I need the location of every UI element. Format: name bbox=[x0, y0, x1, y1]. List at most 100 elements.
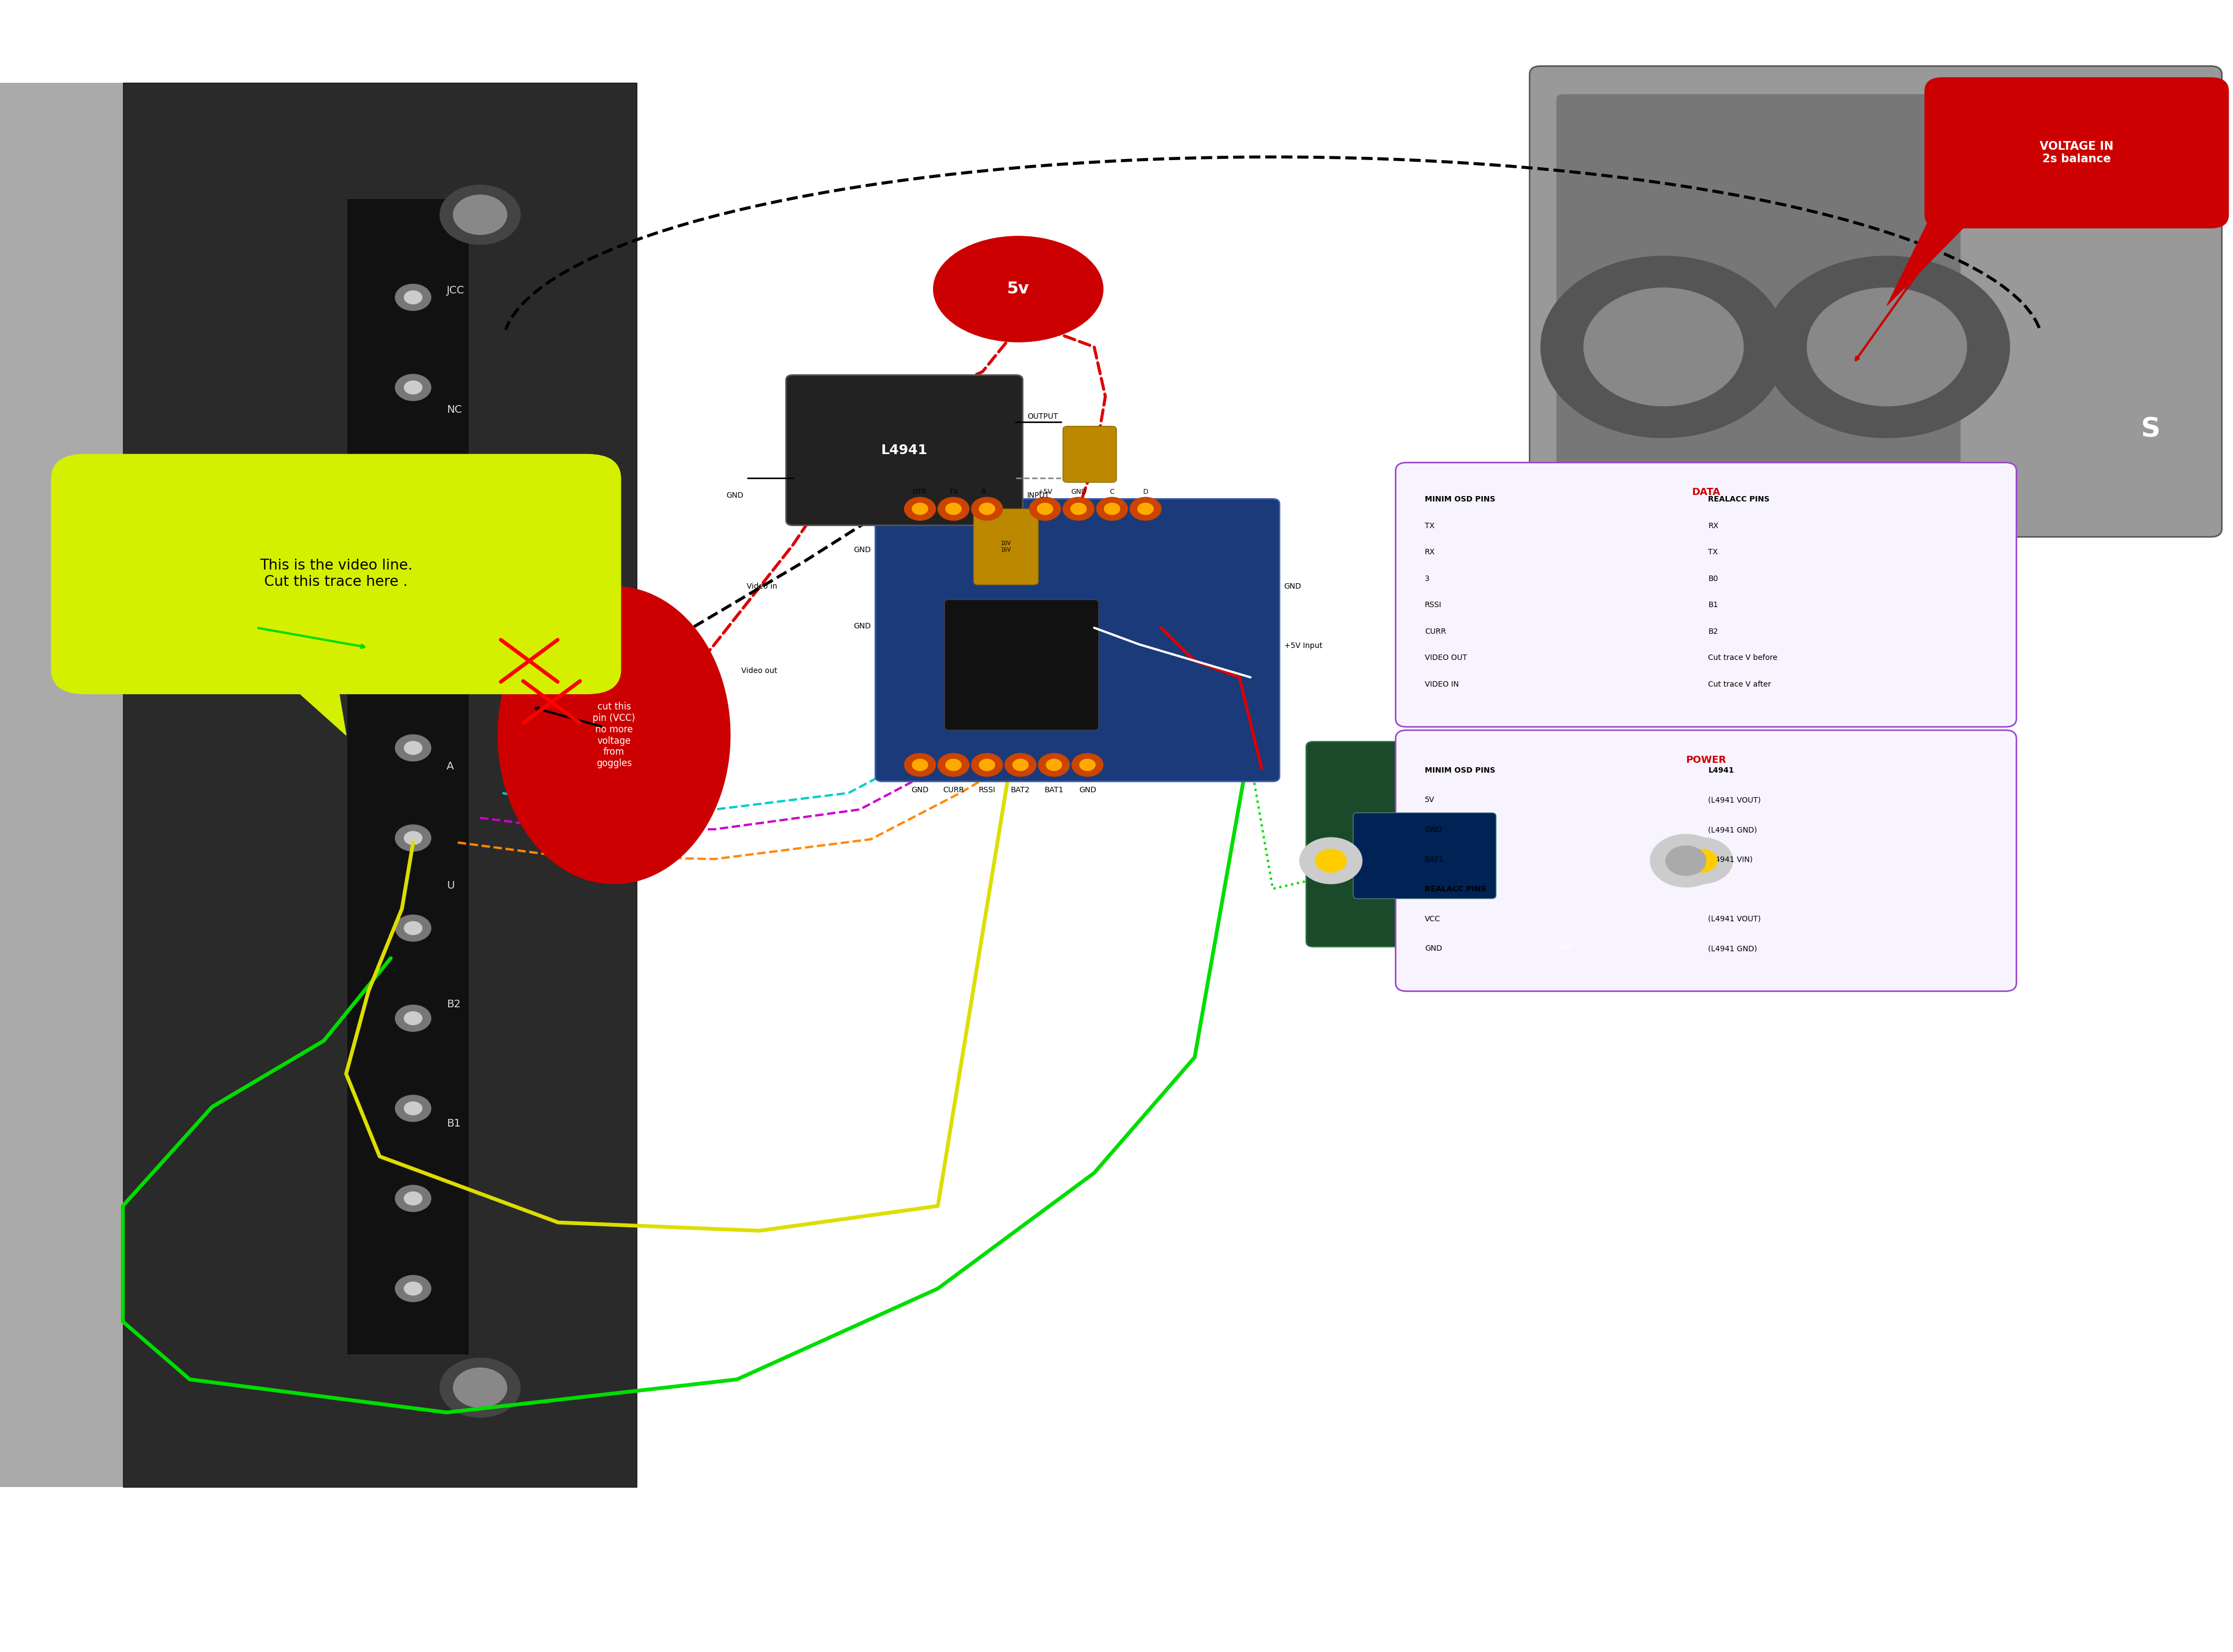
Circle shape bbox=[1670, 838, 1733, 884]
Text: D: D bbox=[1143, 489, 1148, 496]
Text: BAT1: BAT1 bbox=[1045, 786, 1063, 795]
Text: 3: 3 bbox=[1425, 575, 1429, 583]
Text: B2: B2 bbox=[447, 999, 460, 1009]
Circle shape bbox=[938, 753, 969, 776]
Circle shape bbox=[453, 195, 507, 235]
Circle shape bbox=[1315, 849, 1346, 872]
Circle shape bbox=[1300, 838, 1362, 884]
FancyBboxPatch shape bbox=[1530, 66, 2222, 537]
Polygon shape bbox=[272, 669, 346, 735]
Circle shape bbox=[404, 562, 422, 575]
Text: (L4941 VOUT): (L4941 VOUT) bbox=[1708, 796, 1762, 805]
Circle shape bbox=[395, 1184, 431, 1211]
Text: GND: GND bbox=[1079, 786, 1096, 795]
Text: +5V Input: +5V Input bbox=[1284, 643, 1322, 649]
Text: B0: B0 bbox=[1708, 575, 1717, 583]
Text: VCC: VCC bbox=[1425, 915, 1440, 923]
Circle shape bbox=[404, 471, 422, 484]
Text: NC: NC bbox=[447, 405, 462, 415]
Circle shape bbox=[904, 753, 936, 776]
Text: DATA: DATA bbox=[1693, 487, 1719, 497]
Ellipse shape bbox=[498, 586, 730, 884]
Text: (L4941 VIN): (L4941 VIN) bbox=[1708, 856, 1753, 864]
Circle shape bbox=[1806, 287, 1967, 406]
Circle shape bbox=[395, 464, 431, 491]
Text: This is the video line.
Cut this trace here .: This is the video line. Cut this trace h… bbox=[259, 558, 413, 590]
Text: GND: GND bbox=[726, 492, 744, 499]
FancyBboxPatch shape bbox=[786, 375, 1023, 525]
Text: CURR: CURR bbox=[1425, 628, 1447, 636]
Circle shape bbox=[395, 1275, 431, 1302]
Circle shape bbox=[938, 497, 969, 520]
Text: L4941: L4941 bbox=[882, 444, 927, 456]
Circle shape bbox=[904, 497, 936, 520]
Text: Cut trace V after: Cut trace V after bbox=[1708, 681, 1771, 689]
Circle shape bbox=[971, 753, 1003, 776]
Circle shape bbox=[1096, 497, 1128, 520]
Circle shape bbox=[1666, 846, 1706, 876]
Text: VIDEO IN: VIDEO IN bbox=[1425, 681, 1458, 689]
Text: RX: RX bbox=[1708, 522, 1719, 530]
Circle shape bbox=[404, 742, 422, 755]
Text: (L4941 GND): (L4941 GND) bbox=[1708, 945, 1757, 953]
FancyBboxPatch shape bbox=[346, 198, 469, 1355]
FancyBboxPatch shape bbox=[1396, 730, 2016, 991]
Circle shape bbox=[395, 644, 431, 671]
Text: Video out: Video out bbox=[741, 667, 777, 674]
Text: VIDEO OUT: VIDEO OUT bbox=[1425, 654, 1467, 662]
Circle shape bbox=[395, 824, 431, 851]
FancyBboxPatch shape bbox=[974, 509, 1038, 585]
Circle shape bbox=[395, 284, 431, 311]
Text: A: A bbox=[447, 643, 453, 653]
Circle shape bbox=[911, 504, 927, 515]
Text: TX: TX bbox=[949, 489, 958, 496]
Circle shape bbox=[395, 555, 431, 582]
FancyBboxPatch shape bbox=[1306, 742, 1726, 947]
Text: cut this
pin (VCC)
no more
voltage
from
goggles: cut this pin (VCC) no more voltage from … bbox=[592, 702, 636, 768]
Circle shape bbox=[1686, 849, 1717, 872]
Circle shape bbox=[980, 504, 996, 515]
Text: JCC: JCC bbox=[447, 286, 464, 296]
FancyBboxPatch shape bbox=[51, 454, 621, 694]
Text: DTR: DTR bbox=[913, 489, 927, 496]
Text: GND: GND bbox=[911, 786, 929, 795]
Circle shape bbox=[395, 735, 431, 762]
Text: 10V
16V: 10V 16V bbox=[1000, 540, 1012, 553]
Text: Video in: Video in bbox=[746, 583, 777, 590]
Circle shape bbox=[1005, 753, 1036, 776]
Text: REALACC PINS: REALACC PINS bbox=[1425, 885, 1487, 894]
Text: R...: R... bbox=[983, 489, 991, 496]
Text: 5v: 5v bbox=[1007, 281, 1029, 297]
Text: (L4941 GND): (L4941 GND) bbox=[1708, 826, 1757, 834]
Text: (L4941 VOUT): (L4941 VOUT) bbox=[1708, 915, 1762, 923]
Text: GND: GND bbox=[1070, 489, 1087, 496]
Text: GND: GND bbox=[1425, 945, 1443, 953]
Circle shape bbox=[395, 1004, 431, 1031]
Circle shape bbox=[404, 831, 422, 844]
FancyBboxPatch shape bbox=[1063, 426, 1116, 482]
Circle shape bbox=[404, 1011, 422, 1024]
Circle shape bbox=[404, 1191, 422, 1204]
Circle shape bbox=[1130, 497, 1161, 520]
Text: VOLTAGE IN
2s balance: VOLTAGE IN 2s balance bbox=[2039, 140, 2115, 165]
Text: CURR: CURR bbox=[942, 786, 965, 795]
Text: OUTPUT: OUTPUT bbox=[1027, 413, 1058, 420]
Text: L4941: L4941 bbox=[1708, 767, 1735, 775]
FancyBboxPatch shape bbox=[0, 83, 123, 1487]
Text: + GND: + GND bbox=[1552, 945, 1574, 950]
Text: RSSI: RSSI bbox=[1425, 601, 1443, 610]
Text: Cut trace V before: Cut trace V before bbox=[1708, 654, 1777, 662]
Circle shape bbox=[395, 375, 431, 401]
Text: TX: TX bbox=[1425, 522, 1434, 530]
FancyBboxPatch shape bbox=[1353, 813, 1496, 899]
Circle shape bbox=[404, 1102, 422, 1115]
FancyBboxPatch shape bbox=[875, 499, 1280, 781]
Text: 5V: 5V bbox=[1425, 796, 1434, 805]
Circle shape bbox=[1072, 753, 1103, 776]
Circle shape bbox=[971, 497, 1003, 520]
Circle shape bbox=[947, 504, 960, 515]
Text: B2: B2 bbox=[1708, 628, 1717, 636]
Circle shape bbox=[1029, 497, 1061, 520]
Circle shape bbox=[1650, 834, 1722, 887]
Circle shape bbox=[440, 1358, 520, 1417]
